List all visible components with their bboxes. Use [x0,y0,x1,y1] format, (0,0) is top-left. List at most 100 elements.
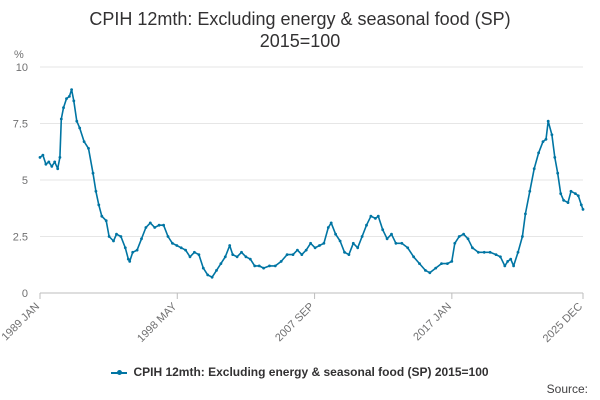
data-point[interactable] [351,241,355,245]
data-point[interactable] [428,271,432,275]
data-point[interactable] [119,235,123,238]
data-point[interactable] [87,147,90,150]
data-point[interactable] [70,88,73,91]
data-point[interactable] [516,250,520,254]
data-point[interactable] [188,255,192,259]
data-point[interactable] [193,250,196,254]
data-point[interactable] [374,217,377,220]
data-point[interactable] [506,260,510,263]
data-point[interactable] [279,260,283,263]
data-point[interactable] [291,253,295,256]
data-point[interactable] [91,171,95,175]
data-point[interactable] [446,262,449,265]
data-point[interactable] [356,246,360,250]
data-point[interactable] [75,119,79,123]
data-point[interactable] [532,167,536,171]
data-point[interactable] [38,156,42,159]
data-point[interactable] [94,189,98,193]
data-point[interactable] [509,257,513,261]
data-point[interactable] [434,266,438,270]
data-point[interactable] [41,153,45,157]
data-point[interactable] [546,119,550,123]
data-point[interactable] [228,244,232,247]
data-point[interactable] [59,117,63,121]
data-point[interactable] [140,237,143,241]
data-point[interactable] [78,126,82,130]
data-point[interactable] [566,201,570,205]
data-point[interactable] [56,167,60,171]
data-point[interactable] [369,214,373,218]
data-point[interactable] [201,266,205,270]
data-point[interactable] [406,246,410,250]
data-point[interactable] [559,192,563,196]
data-point[interactable] [244,255,248,259]
data-point[interactable] [329,221,333,225]
data-point[interactable] [206,273,210,277]
data-point[interactable] [512,264,515,268]
data-point[interactable] [97,203,101,207]
data-point[interactable] [334,232,337,236]
data-point[interactable] [268,264,271,268]
data-point[interactable] [412,255,415,259]
data-point[interactable] [47,160,51,164]
data-point[interactable] [197,253,201,256]
data-point[interactable] [381,228,385,232]
data-point[interactable] [131,250,135,254]
data-point[interactable] [257,264,261,268]
data-point[interactable] [135,248,139,252]
data-point[interactable] [123,246,127,250]
data-point[interactable] [72,99,76,103]
data-point[interactable] [144,226,148,229]
data-point[interactable] [466,237,470,241]
data-point[interactable] [453,241,457,245]
data-point[interactable] [219,262,223,265]
data-point[interactable] [100,214,104,218]
data-point[interactable] [175,244,179,247]
data-point[interactable] [450,260,454,263]
data-point[interactable] [365,223,368,227]
data-point[interactable] [148,221,152,225]
data-point[interactable] [488,250,492,254]
data-point[interactable] [126,257,130,261]
data-point[interactable] [65,97,68,100]
data-point[interactable] [253,264,257,268]
data-point[interactable] [440,262,443,265]
data-point[interactable] [424,269,427,272]
data-point[interactable] [313,246,317,250]
data-point[interactable] [521,235,524,238]
data-point[interactable] [58,156,62,159]
data-point[interactable] [184,248,188,252]
data-point[interactable] [115,232,118,236]
data-point[interactable] [482,250,486,254]
data-point[interactable] [296,248,299,252]
data-point[interactable] [471,246,474,250]
data-point[interactable] [541,140,545,144]
data-point[interactable] [326,226,330,229]
data-point[interactable] [231,253,235,256]
data-point[interactable] [462,232,465,236]
data-point[interactable] [574,192,577,196]
data-point[interactable] [210,275,214,279]
data-point[interactable] [235,255,239,259]
data-point[interactable] [82,140,86,144]
data-point[interactable] [248,257,252,261]
data-point[interactable] [285,253,289,256]
data-point[interactable] [62,106,65,110]
data-point[interactable] [128,260,132,263]
data-point[interactable] [240,250,243,254]
data-point[interactable] [562,198,565,202]
data-point[interactable] [343,250,346,254]
data-point[interactable] [300,253,304,256]
data-point[interactable] [390,232,393,236]
data-point[interactable] [215,269,218,272]
data-point[interactable] [322,241,326,245]
data-point[interactable] [537,151,540,155]
data-point[interactable] [476,250,480,254]
data-point[interactable] [385,237,389,241]
data-point[interactable] [166,235,170,238]
data-point[interactable] [544,137,548,141]
data-point[interactable] [400,241,404,245]
data-point[interactable] [318,244,321,247]
data-point[interactable] [360,235,364,238]
data-point[interactable] [347,253,351,256]
